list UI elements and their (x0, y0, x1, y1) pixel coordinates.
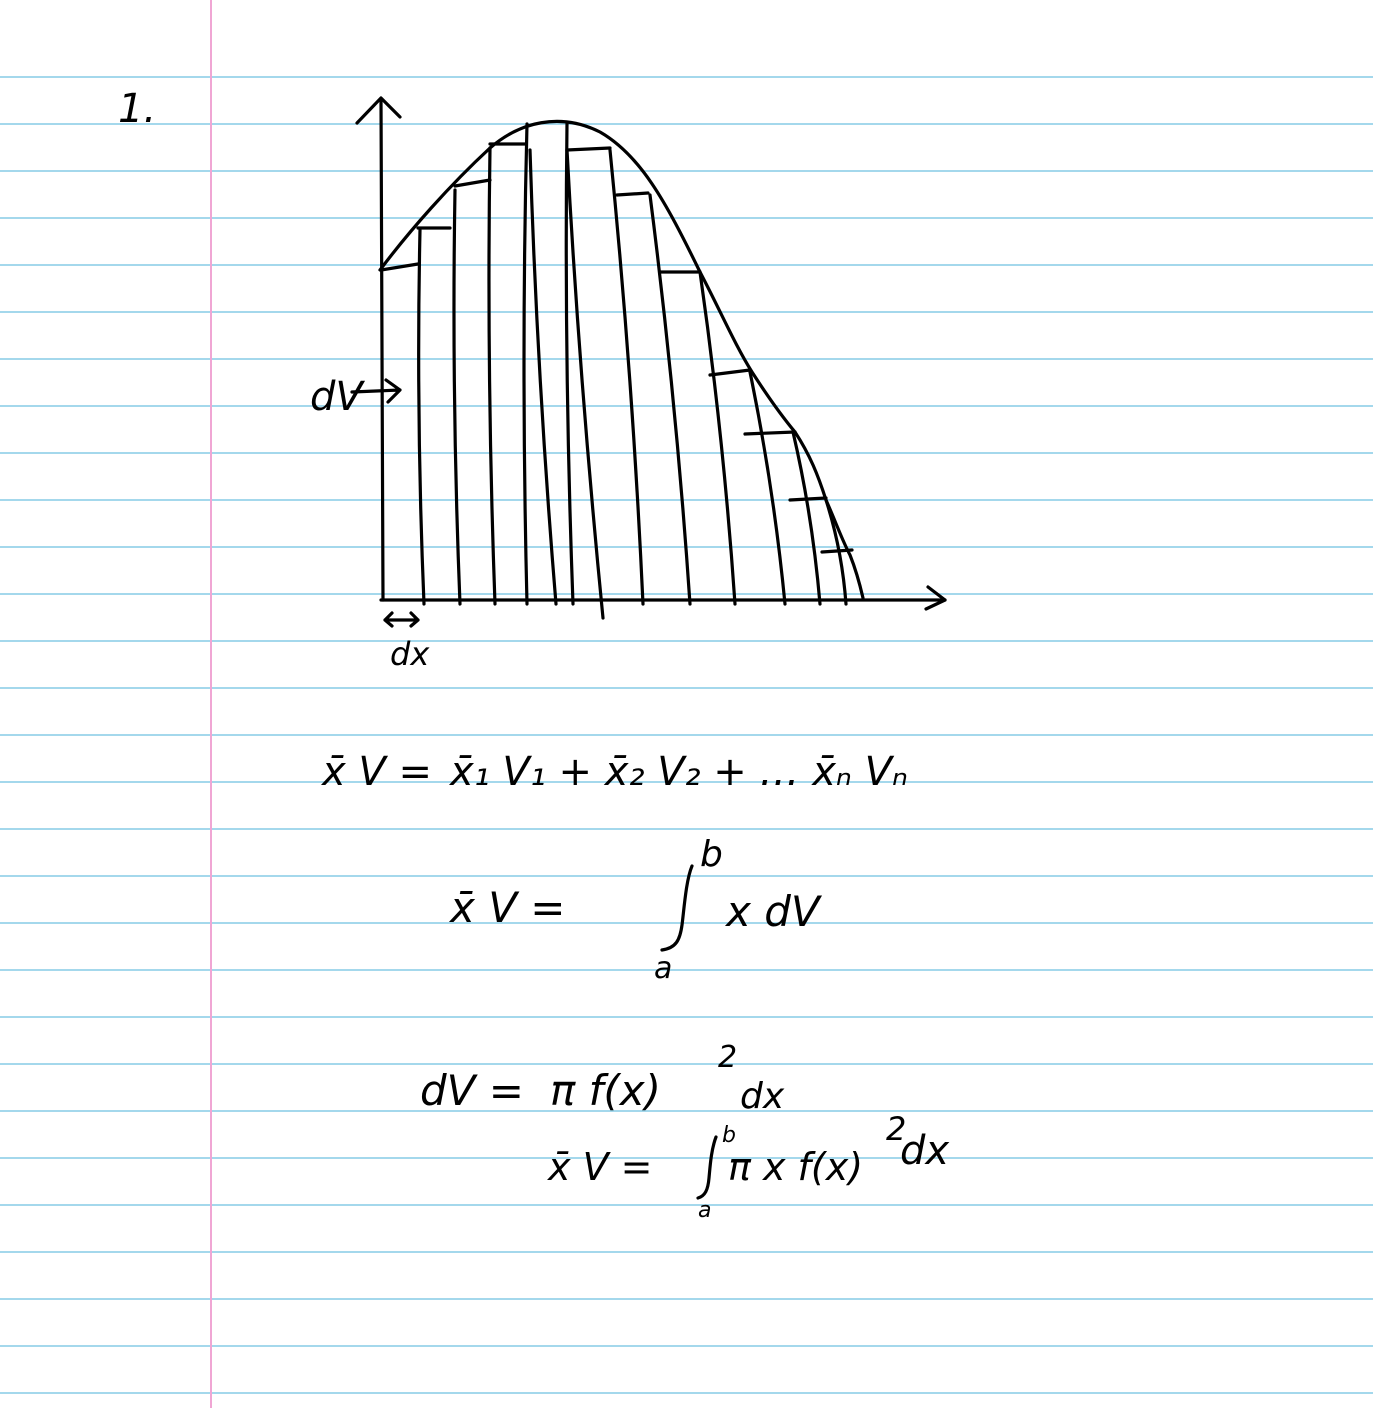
equations: x̄ V = x̄₁ V₁ + x̄₂ V₂ + … x̄ₙ Vₙ x̄ V =… (320, 749, 949, 1223)
dx-double-arrow-icon (383, 611, 420, 628)
slice-cap (788, 496, 828, 502)
final-lower: a (698, 1198, 711, 1223)
slice-line (417, 228, 426, 606)
ruled-lines (0, 76, 1373, 1394)
final-integrand: π x f(x) (728, 1145, 863, 1189)
integral-upper: b (700, 834, 723, 875)
slice-cap (565, 146, 612, 152)
slice-caps (379, 142, 854, 554)
slice-line (698, 270, 737, 606)
slice-cap (743, 430, 797, 436)
slice-line (608, 148, 645, 606)
integral-sign-icon (660, 864, 694, 952)
slice-cap (615, 191, 650, 197)
x-axis-arrow-icon (924, 585, 947, 611)
integral-lhs: x̄ V = (448, 883, 565, 932)
dv-lhs: dV = (420, 1066, 524, 1115)
final-tail: dx (900, 1128, 949, 1174)
slice-line (564, 122, 575, 606)
slice-line (522, 122, 529, 606)
slice-line (487, 146, 497, 606)
final-integral-sign-icon (696, 1135, 718, 1200)
problem-number: 1. (118, 86, 156, 132)
integrand: x dV (724, 887, 823, 936)
slice-cap (453, 178, 492, 188)
slice-strips (417, 122, 848, 620)
final-exponent: 2 (886, 1110, 906, 1148)
slice-cap (379, 262, 420, 272)
width-label: dx (390, 635, 430, 673)
final-upper: b (722, 1123, 736, 1148)
slice-line (565, 148, 605, 620)
solid-diagram: dV dx (310, 96, 947, 673)
slice-cap (708, 368, 752, 377)
y-axis (379, 98, 385, 602)
slice-line (648, 193, 692, 606)
slice-pointer-arrow-icon (350, 378, 402, 404)
sum-lhs: x̄ V = (320, 749, 432, 795)
slice-line (452, 188, 462, 606)
integral-lower: a (654, 951, 672, 986)
slice-cap (820, 548, 854, 554)
dv-tail: dx (740, 1076, 785, 1117)
sum-rhs: x̄₁ V₁ + x̄₂ V₂ + … x̄ₙ Vₙ (448, 749, 908, 795)
slice-label: dV (310, 374, 365, 420)
slice-line (748, 370, 787, 606)
slice-line (791, 430, 822, 606)
dv-rhs: π f(x) (550, 1066, 661, 1115)
final-lhs: x̄ V = (547, 1145, 652, 1189)
slice-line (528, 148, 558, 606)
y-axis-arrow-icon (355, 96, 402, 125)
dv-exponent: 2 (718, 1040, 737, 1075)
